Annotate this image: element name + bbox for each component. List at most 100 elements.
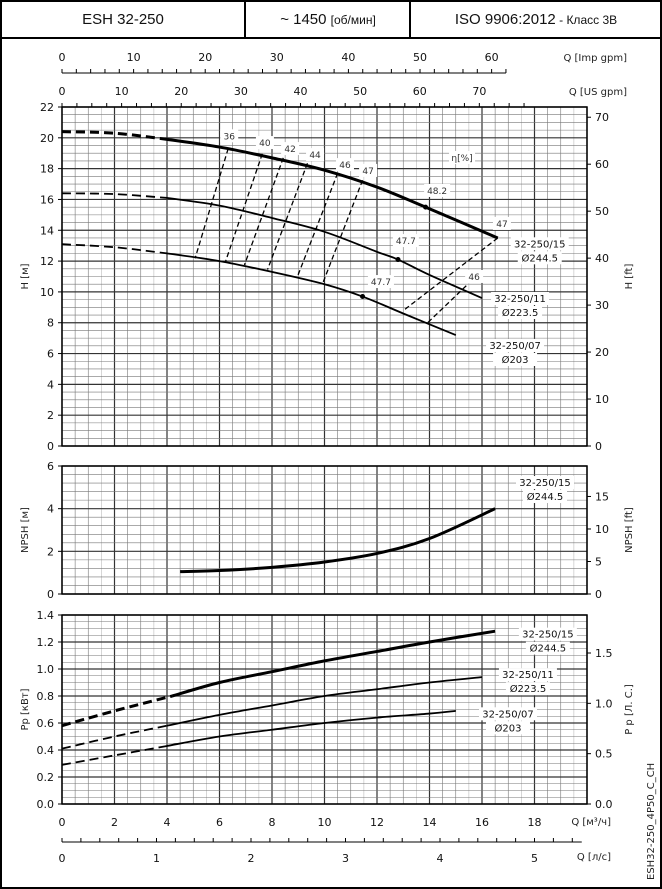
- x-tick-label-m3h: 4: [164, 816, 171, 829]
- y-tick-label: 1.2: [37, 636, 55, 649]
- x-tick-label-us_gpm: 70: [472, 85, 486, 98]
- iso-efficiency-label-bg: [255, 136, 274, 150]
- curve-name-label: 32-250/07: [482, 709, 534, 720]
- y-tick-label: 4: [47, 378, 54, 391]
- x-tick-label-ls: 5: [531, 852, 538, 865]
- y2-tick-label: 15: [595, 490, 609, 503]
- standard-title: ISO 9906:2012 - Класс 3В: [455, 11, 617, 28]
- curve-name-label: 32-250/11: [494, 294, 546, 305]
- y-tick-label: 2: [47, 409, 54, 422]
- x-axis-label-ls: Q [л/с]: [577, 852, 611, 863]
- curve-name-label: 32-250/15: [519, 478, 571, 489]
- curve-name-label: 32-250/11: [502, 670, 554, 681]
- y-tick-label: 18: [40, 163, 54, 176]
- standard-value: ISO 9906:2012: [455, 11, 556, 28]
- x-tick-label-us_gpm: 20: [174, 85, 188, 98]
- curve-diameter-label: Ø244.5: [522, 252, 559, 264]
- curve-32-250/11: [166, 676, 483, 727]
- curve-diameter-label-bg: [525, 641, 570, 655]
- x-tick-label-m3h: 10: [318, 816, 332, 829]
- plot-frame-npsh: [61, 465, 588, 595]
- curve-dashed-32-250/15: [61, 694, 173, 728]
- y-tick-label: 6: [47, 460, 54, 473]
- iso-efficiency-line: [224, 153, 263, 263]
- y-tick-label: 1.4: [37, 609, 55, 622]
- y2-tick-label: 1.5: [595, 647, 613, 660]
- x-tick-label-imp_gpm: 20: [198, 51, 212, 64]
- x-tick-label-m3h: 0: [59, 816, 66, 829]
- y-tick-label: 0.8: [37, 690, 55, 703]
- curve-diameter-label-bg: [493, 353, 538, 367]
- x-tick-label-ls: 2: [248, 852, 255, 865]
- efficiency-point-label-bg: [367, 275, 394, 289]
- y-tick-label: 1.0: [37, 663, 55, 676]
- curve-name-label: 32-250/15: [522, 630, 574, 641]
- curve-diameter-label: Ø223.5: [510, 683, 547, 695]
- y-axis-label-power: Pp [кВт]: [20, 688, 31, 730]
- x-tick-label-imp_gpm: 10: [127, 51, 141, 64]
- curve-diameter-label: Ø223.5: [502, 307, 539, 319]
- y2-tick-label: 0: [595, 588, 602, 601]
- efficiency-unit-label-bg: [449, 151, 476, 165]
- y2-axis-label-power: P p [Л. С.]: [624, 684, 635, 735]
- y2-tick-label: 1.0: [595, 697, 613, 710]
- x-axis-label-m3h: Q [м³/ч]: [571, 817, 611, 828]
- y-tick-label: 0: [47, 440, 54, 453]
- iso-efficiency-line: [243, 157, 284, 266]
- iso-efficiency-line: [404, 237, 499, 311]
- curve-32-250/07: [166, 709, 456, 747]
- iso-efficiency-label-bg: [359, 163, 378, 177]
- iso-efficiency-label: 46: [339, 161, 351, 171]
- x-tick-label-imp_gpm: 50: [413, 51, 427, 64]
- x-tick-label-us_gpm: 60: [413, 85, 427, 98]
- x-tick-label-ls: 1: [153, 852, 160, 865]
- side-code: ESH32-250_4P50_C_CH: [646, 763, 657, 880]
- y2-tick-label: 0.5: [595, 748, 613, 761]
- y2-tick-label: 0.0: [595, 798, 613, 811]
- iso-efficiency-label-bg: [306, 148, 325, 162]
- iso-efficiency-label-bg: [220, 129, 239, 143]
- curve-name-label: 32-250/15: [514, 239, 566, 250]
- speed-unit: [об/мин]: [331, 13, 376, 27]
- y2-tick-label: 5: [595, 555, 602, 568]
- iso-efficiency-label: 46: [468, 273, 480, 283]
- best-efficiency-point: [395, 257, 401, 263]
- iso-efficiency-line: [266, 163, 309, 270]
- x-tick-label-ls: 3: [342, 852, 349, 865]
- y-tick-label: 2: [47, 545, 54, 558]
- iso-efficiency-label: 47: [496, 220, 507, 230]
- y-axis-label-head: H [м]: [20, 263, 31, 289]
- best-efficiency-point: [360, 294, 366, 300]
- x-tick-label-us_gpm: 40: [293, 85, 307, 98]
- speed-value: ~ 1450: [280, 11, 326, 28]
- plot-frame-power: [61, 614, 588, 805]
- x-tick-label-us_gpm: 10: [115, 85, 129, 98]
- y-tick-label: 0.4: [37, 744, 55, 757]
- y-tick-label: 22: [40, 101, 54, 114]
- efficiency-point-label-bg: [392, 234, 419, 248]
- efficiency-point-label: 47.7: [371, 278, 391, 288]
- iso-efficiency-label: 42: [284, 145, 295, 155]
- x-tick-label-m3h: 16: [475, 816, 489, 829]
- iso-efficiency-line: [321, 179, 364, 285]
- y-tick-label: 0.2: [37, 771, 55, 784]
- x-tick-label-m3h: 2: [111, 816, 118, 829]
- best-efficiency-point: [423, 204, 429, 210]
- y-tick-label: 4: [47, 503, 54, 516]
- x-tick-label-imp_gpm: 30: [270, 51, 284, 64]
- y2-tick-label: 10: [595, 523, 609, 536]
- curve-name-label-bg: [516, 476, 574, 490]
- efficiency-point-label-bg: [424, 183, 451, 197]
- iso-efficiency-label: 40: [259, 139, 271, 149]
- y-tick-label: 0: [47, 588, 54, 601]
- iso-efficiency-label-bg: [492, 216, 511, 230]
- x-tick-label-us_gpm: 0: [59, 85, 66, 98]
- y-tick-label: 0.6: [37, 717, 55, 730]
- y2-tick-label: 20: [595, 346, 609, 359]
- iso-efficiency-label-bg: [335, 158, 354, 172]
- y2-tick-label: 60: [595, 158, 609, 171]
- y-tick-label: 8: [47, 317, 54, 330]
- curve-diameter-label-bg: [505, 682, 550, 696]
- y2-tick-label: 70: [595, 111, 609, 124]
